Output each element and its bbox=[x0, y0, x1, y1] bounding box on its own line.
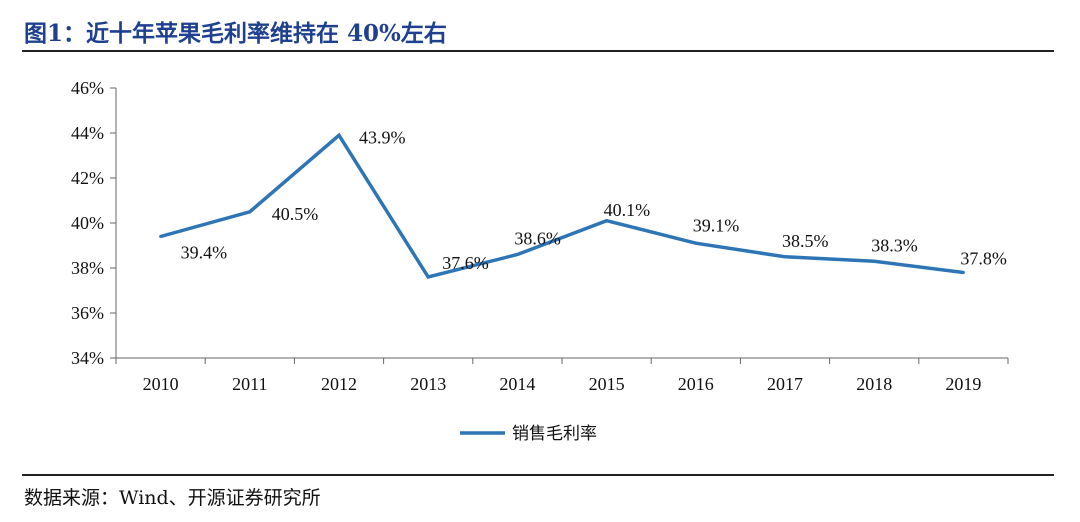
y-tick-label: 46% bbox=[71, 78, 104, 98]
x-tick-label: 2015 bbox=[589, 374, 625, 394]
figure-title: 图1：近十年苹果毛利率维持在 40%左右 bbox=[24, 20, 447, 47]
y-tick-label: 34% bbox=[71, 348, 104, 368]
data-point bbox=[605, 219, 609, 223]
x-tick-label: 2011 bbox=[232, 374, 267, 394]
data-label: 37.6% bbox=[442, 253, 489, 273]
y-tick-label: 38% bbox=[71, 258, 104, 278]
chart-axes bbox=[115, 88, 1008, 359]
data-labels: 39.4% 40.5% 43.9% 37.6% 38.6% 40.1% 39.1% 38.5%… bbox=[181, 127, 1007, 273]
data-label: 37.8% bbox=[960, 249, 1007, 269]
x-tick-label: 2014 bbox=[499, 374, 535, 394]
data-point bbox=[872, 259, 876, 263]
legend-label: 销售毛利率 bbox=[512, 424, 597, 444]
data-point bbox=[515, 253, 519, 256]
y-axis-ticks: 34% 36% 38% 40% 42% 44% 46% bbox=[71, 78, 116, 368]
y-tick-label: 42% bbox=[71, 168, 104, 188]
x-tick-label: 2013 bbox=[410, 374, 446, 394]
series-line-gross-margin bbox=[160, 132, 964, 280]
data-point bbox=[159, 235, 163, 238]
y-tick-label: 36% bbox=[71, 303, 104, 323]
data-point bbox=[248, 210, 252, 214]
legend: 销售毛利率 bbox=[460, 424, 597, 444]
data-point bbox=[426, 275, 430, 279]
data-label: 40.5% bbox=[272, 204, 319, 224]
y-tick-label: 44% bbox=[71, 123, 104, 143]
source-note: 数据来源：Wind、开源证券研究所 bbox=[24, 487, 321, 509]
data-label: 38.6% bbox=[514, 229, 561, 249]
data-label: 39.4% bbox=[181, 243, 228, 263]
x-tick-label: 2017 bbox=[767, 374, 803, 394]
data-point bbox=[337, 133, 341, 137]
x-tick-label: 2012 bbox=[321, 374, 357, 394]
data-point bbox=[694, 241, 698, 245]
data-label: 38.5% bbox=[782, 231, 829, 251]
data-label: 39.1% bbox=[693, 215, 740, 235]
x-axis-ticks: 2010 2011 2012 2013 2014 2015 2016 2017 2018 2019 bbox=[115, 358, 1009, 394]
source-rule bbox=[22, 474, 1054, 476]
y-tick-label: 40% bbox=[71, 213, 104, 233]
data-point bbox=[961, 271, 965, 274]
title-rule bbox=[22, 50, 1054, 52]
data-label: 40.1% bbox=[604, 200, 651, 220]
x-tick-label: 2016 bbox=[678, 374, 714, 394]
x-tick-label: 2019 bbox=[945, 374, 981, 394]
x-tick-label: 2010 bbox=[143, 374, 179, 394]
x-tick-label: 2018 bbox=[856, 374, 892, 394]
data-label: 43.9% bbox=[359, 127, 406, 147]
data-point bbox=[783, 255, 787, 259]
data-label: 38.3% bbox=[871, 235, 918, 255]
series-layer bbox=[159, 132, 965, 280]
